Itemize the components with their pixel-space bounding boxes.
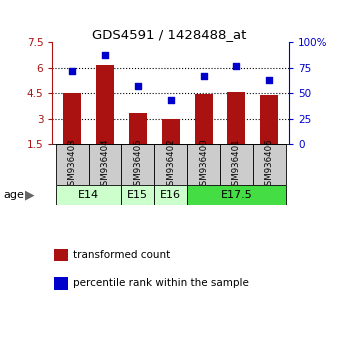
Bar [220, 144, 253, 185]
Point [102, 52, 108, 58]
Point [234, 63, 239, 69]
Point [69, 68, 75, 74]
Bar [187, 185, 286, 205]
Text: ▶: ▶ [25, 189, 35, 202]
Text: GDS4591 / 1428488_at: GDS4591 / 1428488_at [92, 28, 246, 41]
Text: GSM936400: GSM936400 [199, 138, 208, 191]
Bar [154, 185, 187, 205]
Bar [162, 119, 180, 144]
Bar [187, 144, 220, 185]
Text: transformed count: transformed count [73, 250, 170, 260]
Bar [54, 249, 68, 261]
Text: GSM936404: GSM936404 [100, 138, 110, 191]
Text: GSM936402: GSM936402 [166, 138, 175, 191]
Text: E17.5: E17.5 [220, 190, 252, 200]
Point [135, 84, 141, 89]
Bar [253, 144, 286, 185]
Bar [260, 96, 278, 144]
Text: GSM936403: GSM936403 [68, 138, 77, 191]
Bar [227, 92, 245, 144]
Bar [63, 92, 81, 144]
Bar [54, 277, 68, 290]
Text: percentile rank within the sample: percentile rank within the sample [73, 278, 248, 288]
Text: GSM936401: GSM936401 [232, 138, 241, 191]
Bar [96, 64, 114, 144]
Point [267, 77, 272, 83]
Bar [56, 144, 89, 185]
Point [201, 73, 206, 79]
Text: E16: E16 [160, 190, 181, 200]
Bar [56, 185, 121, 205]
Bar [89, 144, 121, 185]
Point [168, 98, 173, 103]
Text: E14: E14 [78, 190, 99, 200]
Text: GSM936406: GSM936406 [265, 138, 274, 191]
Bar [154, 144, 187, 185]
Text: age: age [3, 190, 24, 200]
Bar [121, 144, 154, 185]
Bar [121, 185, 154, 205]
Text: E15: E15 [127, 190, 148, 200]
Bar [129, 113, 147, 144]
Bar [194, 94, 213, 144]
Text: GSM936405: GSM936405 [133, 138, 142, 191]
